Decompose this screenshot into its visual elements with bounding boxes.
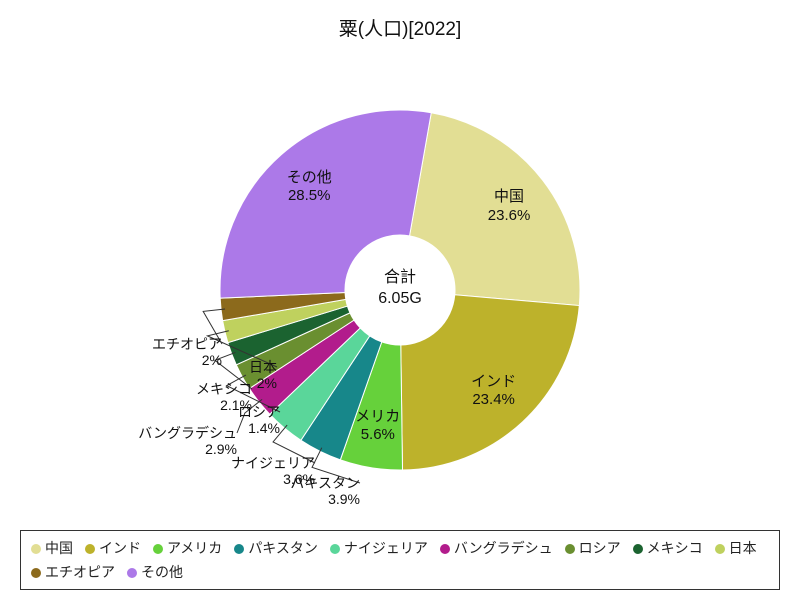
ext-label-value: 2%	[112, 352, 222, 368]
legend-label: 日本	[729, 540, 757, 556]
legend-swatch	[153, 544, 163, 554]
slice-label: インド23.4%	[454, 373, 534, 411]
legend-box: 中国 インド アメリカ パキスタン ナイジェリア バングラデシュ ロシア メキシコ 日本エチオピ…	[20, 530, 780, 590]
ext-label-value: 2.9%	[127, 441, 237, 457]
legend-item: エチオピア	[31, 561, 115, 585]
legend-swatch	[85, 544, 95, 554]
legend-label: ナイジェリア	[344, 540, 428, 556]
legend-swatch	[31, 568, 41, 578]
ext-label-name: ナイジェリア	[205, 455, 315, 471]
legend-label: インド	[99, 540, 141, 556]
slice-label: 中国23.6%	[469, 188, 549, 226]
legend-item: バングラデシュ	[440, 537, 553, 561]
legend-swatch	[440, 544, 450, 554]
ext-label-value: 3.6%	[205, 471, 315, 487]
legend-label: バングラデシュ	[454, 540, 553, 556]
slice-label-name: インド	[454, 373, 534, 392]
ext-label-name: エチオピア	[112, 336, 222, 352]
pie-chart-container: 粟(人口)[2022] 合計 6.05G 中国23.6%インド23.4%メリカ5…	[0, 0, 800, 600]
legend-swatch	[330, 544, 340, 554]
ext-label-value: 3.9%	[250, 491, 360, 507]
legend-swatch	[565, 544, 575, 554]
slice-label-value: 28.5%	[269, 187, 349, 206]
legend-item: メキシコ	[633, 537, 703, 561]
legend-item: アメリカ	[153, 537, 222, 561]
slice-label-name: メリカ	[338, 408, 418, 427]
slice-label-name: 中国	[469, 188, 549, 207]
legend-label: パキスタン	[248, 540, 318, 556]
legend-label: アメリカ	[167, 540, 222, 556]
center-label-bottom: 6.05G	[340, 289, 460, 310]
slice-label-value: 5.6%	[338, 426, 418, 445]
external-slice-label: ナイジェリア3.6%	[205, 455, 315, 487]
legend-swatch	[234, 544, 244, 554]
legend-item: その他	[127, 561, 183, 585]
slice-label-value: 23.4%	[454, 391, 534, 410]
legend-item: パキスタン	[234, 537, 318, 561]
legend-swatch	[715, 544, 725, 554]
slice-label: メリカ5.6%	[338, 408, 418, 446]
slice-label-value: 23.6%	[469, 207, 549, 226]
legend-item: インド	[85, 537, 141, 561]
slice-label: その他28.5%	[269, 169, 349, 207]
slice-label-name: その他	[269, 169, 349, 188]
legend-item: ナイジェリア	[330, 537, 428, 561]
legend-swatch	[127, 568, 137, 578]
legend-swatch	[633, 544, 643, 554]
legend-label: エチオピア	[45, 564, 115, 580]
external-slice-label: エチオピア2%	[112, 336, 222, 368]
legend-label: メキシコ	[647, 540, 703, 556]
legend-label: ロシア	[579, 540, 621, 556]
center-total-label: 合計 6.05G	[340, 268, 460, 310]
legend-item: 中国	[31, 537, 73, 561]
ext-label-value: 1.4%	[170, 420, 280, 436]
ext-label-value: 2.1%	[142, 397, 252, 413]
legend-label: 中国	[45, 540, 73, 556]
legend-item: 日本	[715, 537, 757, 561]
ext-label-value: 2%	[167, 375, 277, 391]
legend-label: その他	[141, 564, 183, 580]
legend-swatch	[31, 544, 41, 554]
legend-item: ロシア	[565, 537, 621, 561]
center-label-top: 合計	[340, 268, 460, 289]
